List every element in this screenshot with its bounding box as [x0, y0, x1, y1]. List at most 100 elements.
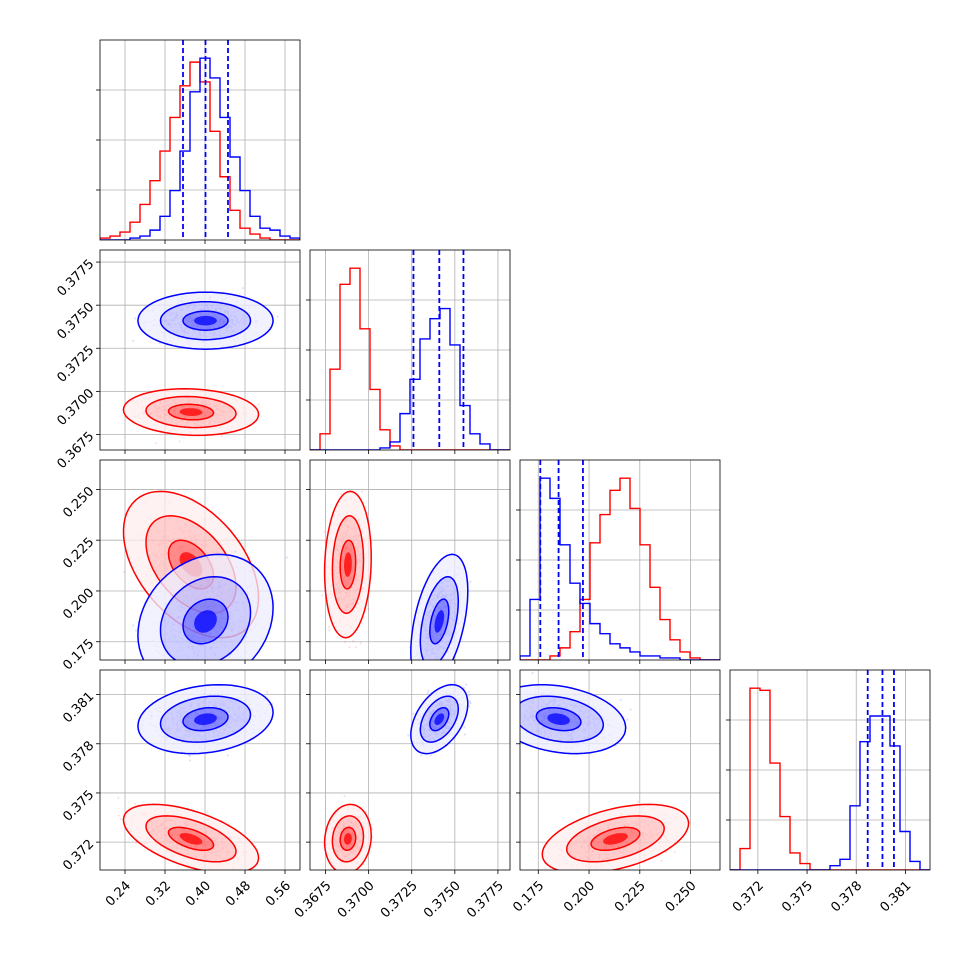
contour-level-3	[137, 291, 274, 350]
sample-point	[220, 435, 223, 438]
sample-point	[119, 817, 122, 821]
sample-point	[189, 661, 191, 663]
sample-point	[174, 661, 176, 663]
sample-point	[434, 660, 436, 662]
sample-point	[423, 662, 425, 664]
sample-point	[170, 661, 172, 663]
contour-level-1	[182, 310, 229, 331]
histogram-series-1	[310, 307, 510, 450]
histogram-series-0	[520, 477, 720, 660]
density-core	[194, 315, 217, 326]
sample-point	[179, 660, 181, 662]
sample-point	[211, 662, 213, 664]
sample-point	[226, 876, 228, 878]
y-tick-label-2-2: 0.225	[60, 535, 97, 572]
sample-point	[429, 662, 431, 664]
y-tick-label-2-1: 0.200	[60, 586, 97, 623]
sample-point	[206, 810, 209, 813]
panel-2-2	[516, 459, 721, 664]
histogram-series-1	[520, 477, 720, 660]
sample-point	[429, 671, 431, 673]
sample-point	[323, 530, 326, 533]
sample-point	[155, 442, 158, 445]
density-core	[179, 408, 203, 416]
sample-point	[354, 646, 357, 649]
sample-point	[413, 672, 415, 674]
sample-point	[234, 550, 237, 553]
histogram-series-0	[100, 61, 300, 240]
y-tick-label-1-4: 0.3775	[55, 257, 98, 300]
sample-point	[180, 666, 182, 668]
sample-point	[123, 571, 126, 574]
sample-point	[171, 676, 173, 678]
sample-point	[320, 594, 324, 597]
contour-level-1	[167, 403, 215, 421]
sample-point	[192, 673, 194, 675]
sample-point	[178, 440, 181, 443]
sample-point	[228, 663, 230, 665]
panel-frame	[309, 249, 511, 451]
sample-point	[136, 671, 138, 673]
y-tick-label-1-1: 0.3700	[55, 386, 98, 429]
sample-point	[216, 672, 218, 674]
sample-point	[235, 876, 237, 878]
y-tick-label-1-2: 0.3725	[55, 343, 98, 386]
sample-point	[424, 671, 426, 673]
sample-point	[132, 339, 135, 342]
sample-point	[276, 315, 279, 318]
sample-point	[158, 665, 160, 667]
sample-point	[206, 673, 208, 675]
panel-frame	[99, 249, 301, 451]
sample-point	[213, 673, 215, 675]
sample-point	[327, 625, 330, 629]
contour-level-3	[122, 388, 260, 437]
sample-point	[230, 672, 232, 674]
sample-point	[158, 342, 161, 345]
sample-point	[189, 664, 191, 666]
sample-point	[426, 666, 428, 668]
sample-point	[132, 624, 135, 627]
panel-0-0	[96, 39, 301, 244]
y-tick-label-1-0: 0.3675	[55, 429, 98, 472]
sample-point	[425, 690, 427, 692]
sample-point	[433, 661, 435, 663]
sample-point	[427, 664, 429, 666]
sample-point	[444, 671, 446, 673]
sample-point	[426, 684, 428, 686]
sample-point	[361, 490, 364, 493]
sample-point	[352, 640, 355, 643]
sample-point	[426, 667, 428, 669]
sample-point	[193, 661, 195, 663]
histogram-series-0	[310, 267, 510, 450]
sample-point	[241, 287, 244, 290]
sample-point	[436, 675, 438, 677]
sample-point	[422, 675, 424, 677]
panel-frame	[99, 39, 301, 241]
sample-point	[434, 662, 436, 664]
sample-point	[190, 679, 192, 681]
contour-level-2	[159, 300, 252, 341]
sample-point	[426, 673, 428, 675]
sample-point	[367, 607, 370, 610]
sample-point	[144, 670, 146, 672]
sample-point	[404, 686, 406, 688]
sample-point	[426, 665, 428, 667]
sample-point	[445, 663, 447, 665]
y-tick-label-2-3: 0.250	[60, 484, 97, 521]
histogram-series-1	[100, 57, 300, 240]
sample-point	[328, 629, 331, 632]
sample-point	[348, 646, 351, 649]
sample-point	[257, 403, 260, 406]
panel-2-0: 0.175 0.200 0.225 0.250	[60, 459, 301, 681]
sample-point	[135, 629, 138, 632]
y-tick-label-2-0: 0.175	[60, 636, 97, 673]
sample-point	[197, 663, 199, 665]
sample-point	[443, 660, 445, 662]
sample-point	[217, 665, 219, 667]
sample-point	[221, 661, 223, 663]
sample-point	[426, 686, 428, 688]
sample-point	[414, 686, 416, 688]
